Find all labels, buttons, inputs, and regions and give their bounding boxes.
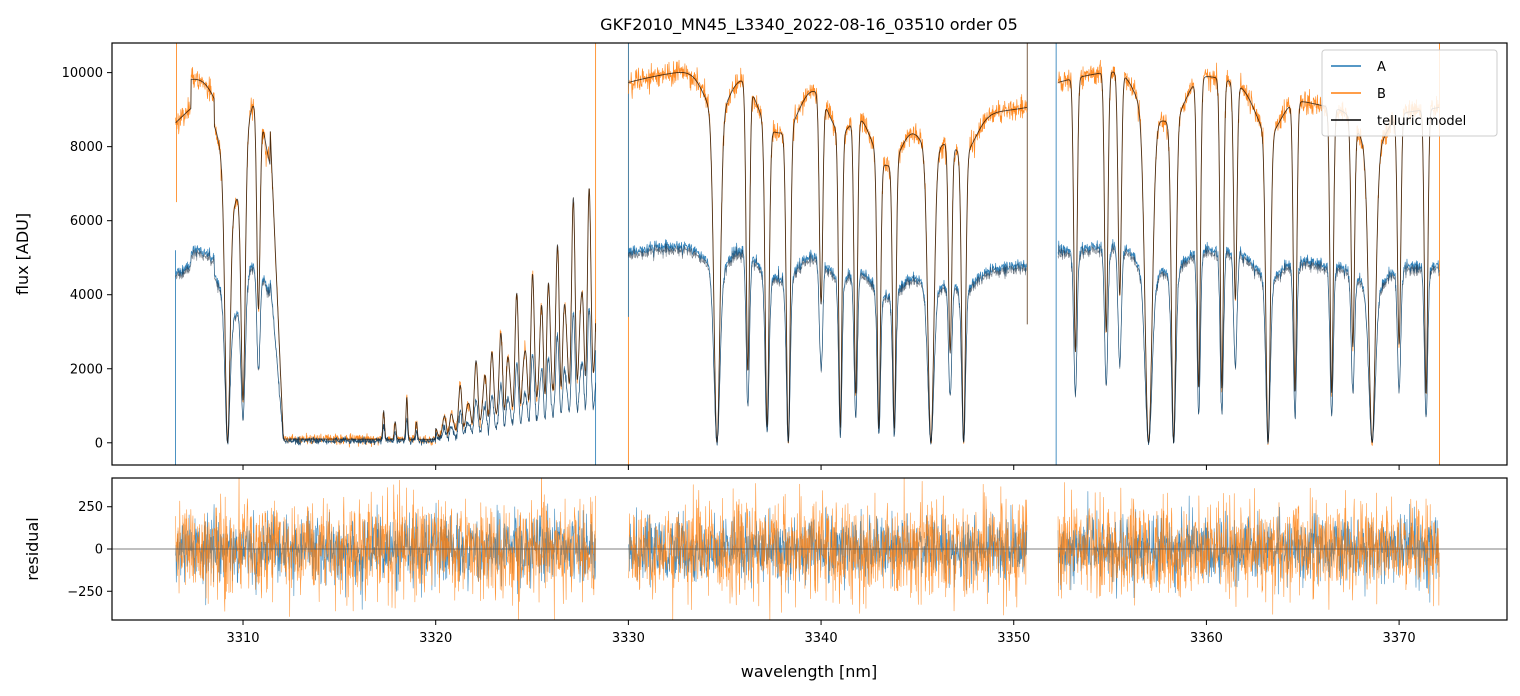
legend-box — [1321, 49, 1498, 137]
residual-y-tick-label: 0 — [95, 543, 103, 558]
x-tick-label: 3310 — [226, 631, 259, 646]
residual-b-line — [628, 478, 1028, 620]
x-tick-label: 3320 — [419, 631, 452, 646]
flux-y-tick-label: 2000 — [70, 362, 103, 377]
residual-b-line — [175, 478, 596, 620]
flux-y-tick-label: 0 — [95, 436, 103, 451]
residual-y-tick-label: −250 — [67, 585, 103, 600]
telluric-model-line — [1057, 71, 1440, 444]
flux-axes-frame — [111, 42, 1508, 466]
flux-y-tick-label: 8000 — [70, 140, 103, 155]
legend-label-b: B — [1377, 87, 1386, 102]
residual-axes-frame — [111, 477, 1508, 621]
x-axis-label: wavelength [nm] — [741, 662, 878, 681]
residual-y-axis-label: residual — [23, 517, 42, 580]
flux-y-tick-label: 4000 — [70, 288, 103, 303]
series-a-model-line — [1057, 243, 1440, 446]
telluric-model-line — [175, 78, 597, 444]
telluric-model-line — [628, 72, 1027, 444]
residual-y-tick-label: 250 — [78, 500, 103, 515]
legend-label-a: A — [1377, 60, 1386, 75]
x-tick-label: 3340 — [805, 631, 838, 646]
series-a-model-line — [175, 249, 596, 446]
flux-y-axis-label: flux [ADU] — [13, 213, 32, 295]
x-tick-label: 3330 — [612, 631, 645, 646]
flux-panel: 0 2000 4000 6000 8000 10000 flux [ADU] A B te… — [13, 42, 1508, 470]
flux-y-tick-label: 6000 — [70, 214, 103, 229]
legend: A B telluric model — [1321, 49, 1498, 137]
residual-panel: −250 0 250 3310 3320 3330 3340 3350 3360 3370 re… — [23, 477, 1508, 681]
series-a-model-line — [628, 243, 1028, 446]
residual-b-line — [1057, 482, 1440, 615]
chart-title: GKF2010_MN45_L3340_2022-08-16_03510 orde… — [600, 15, 1018, 35]
x-tick-label: 3370 — [1383, 631, 1416, 646]
x-tick-label: 3350 — [997, 631, 1030, 646]
legend-label-telluric-model: telluric model — [1377, 114, 1466, 129]
flux-y-tick-label: 10000 — [62, 66, 103, 81]
x-tick-label: 3360 — [1190, 631, 1223, 646]
